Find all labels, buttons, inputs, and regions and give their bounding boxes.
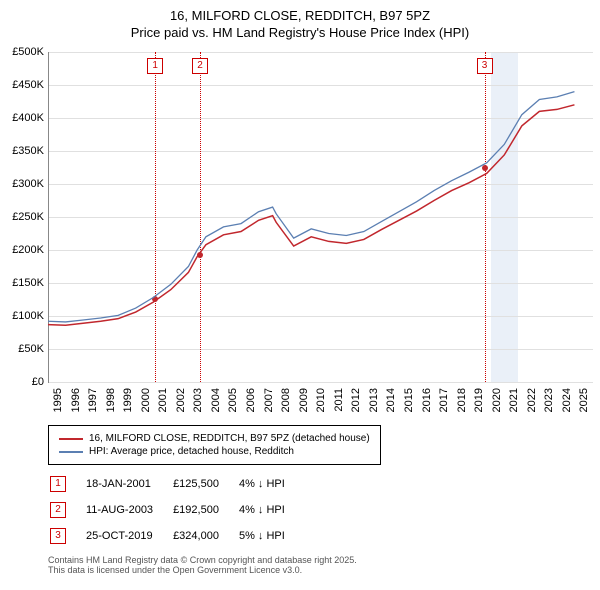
x-tick-label: 2021	[508, 388, 520, 420]
event-row: 3 25-OCT-2019£324,0005% ↓ HPI	[50, 524, 303, 548]
event-number: 2	[50, 502, 66, 518]
attribution-line2: This data is licensed under the Open Gov…	[48, 565, 357, 575]
legend-item: HPI: Average price, detached house, Redd…	[59, 446, 370, 457]
x-tick-label: 2015	[403, 388, 415, 420]
event-delta: 4% ↓ HPI	[239, 498, 303, 522]
x-tick-label: 2004	[210, 388, 222, 420]
x-tick-label: 2012	[350, 388, 362, 420]
legend-label: 16, MILFORD CLOSE, REDDITCH, B97 5PZ (de…	[89, 433, 370, 444]
gridline	[49, 52, 593, 53]
y-tick-label: £0	[4, 376, 44, 388]
y-tick-label: £500K	[4, 46, 44, 58]
x-tick-label: 1997	[87, 388, 99, 420]
legend-item: 16, MILFORD CLOSE, REDDITCH, B97 5PZ (de…	[59, 433, 370, 444]
x-tick-label: 1999	[122, 388, 134, 420]
event-price: £324,000	[173, 524, 237, 548]
x-tick-label: 2011	[333, 388, 345, 420]
gridline	[49, 382, 593, 383]
legend-label: HPI: Average price, detached house, Redd…	[89, 446, 294, 457]
gridline	[49, 250, 593, 251]
event-marker: 1	[147, 58, 163, 74]
x-tick-label: 2019	[473, 388, 485, 420]
x-tick-label: 2005	[227, 388, 239, 420]
x-tick-label: 1998	[105, 388, 117, 420]
x-tick-label: 2010	[315, 388, 327, 420]
legend-swatch	[59, 438, 83, 440]
attribution-line1: Contains HM Land Registry data © Crown c…	[48, 555, 357, 565]
gridline	[49, 118, 593, 119]
x-tick-label: 1995	[52, 388, 64, 420]
x-tick-label: 2014	[385, 388, 397, 420]
chart-title-1: 16, MILFORD CLOSE, REDDITCH, B97 5PZ	[0, 8, 600, 23]
y-tick-label: £300K	[4, 178, 44, 190]
event-line	[200, 52, 201, 382]
x-tick-label: 2024	[561, 388, 573, 420]
events-table: 1 18-JAN-2001£125,5004% ↓ HPI 2 11-AUG-2003…	[48, 470, 305, 550]
x-tick-label: 2016	[421, 388, 433, 420]
event-marker: 2	[192, 58, 208, 74]
x-tick-label: 2022	[526, 388, 538, 420]
x-tick-label: 2025	[578, 388, 590, 420]
x-tick-label: 2023	[543, 388, 555, 420]
event-line	[485, 52, 486, 382]
x-tick-label: 2018	[456, 388, 468, 420]
y-tick-label: £50K	[4, 343, 44, 355]
event-date: 18-JAN-2001	[86, 472, 171, 496]
x-tick-label: 2017	[438, 388, 450, 420]
y-tick-label: £350K	[4, 145, 44, 157]
event-row: 2 11-AUG-2003£192,5004% ↓ HPI	[50, 498, 303, 522]
event-price: £192,500	[173, 498, 237, 522]
y-tick-label: £250K	[4, 211, 44, 223]
y-tick-label: £100K	[4, 310, 44, 322]
x-tick-label: 2020	[491, 388, 503, 420]
event-line	[155, 52, 156, 382]
y-tick-label: £150K	[4, 277, 44, 289]
plot-area: 1 2 3	[48, 52, 593, 383]
event-row: 1 18-JAN-2001£125,5004% ↓ HPI	[50, 472, 303, 496]
chart-title-2: Price paid vs. HM Land Registry's House …	[0, 25, 600, 40]
x-tick-label: 2003	[192, 388, 204, 420]
x-tick-label: 2006	[245, 388, 257, 420]
event-delta: 5% ↓ HPI	[239, 524, 303, 548]
y-tick-label: £450K	[4, 79, 44, 91]
event-dot	[482, 165, 488, 171]
event-date: 11-AUG-2003	[86, 498, 171, 522]
event-price: £125,500	[173, 472, 237, 496]
gridline	[49, 184, 593, 185]
y-tick-label: £400K	[4, 112, 44, 124]
gridline	[49, 85, 593, 86]
x-tick-label: 1996	[70, 388, 82, 420]
legend-swatch	[59, 451, 83, 453]
legend: 16, MILFORD CLOSE, REDDITCH, B97 5PZ (de…	[48, 425, 381, 465]
event-dot	[197, 252, 203, 258]
event-number: 1	[50, 476, 66, 492]
gridline	[49, 217, 593, 218]
gridline	[49, 349, 593, 350]
event-dot	[152, 296, 158, 302]
event-date: 25-OCT-2019	[86, 524, 171, 548]
x-tick-label: 2000	[140, 388, 152, 420]
x-tick-label: 2002	[175, 388, 187, 420]
event-delta: 4% ↓ HPI	[239, 472, 303, 496]
x-tick-label: 2008	[280, 388, 292, 420]
gridline	[49, 316, 593, 317]
y-tick-label: £200K	[4, 244, 44, 256]
x-tick-label: 2013	[368, 388, 380, 420]
x-tick-label: 2007	[263, 388, 275, 420]
x-tick-label: 2009	[298, 388, 310, 420]
attribution: Contains HM Land Registry data © Crown c…	[48, 555, 357, 575]
gridline	[49, 151, 593, 152]
gridline	[49, 283, 593, 284]
event-marker: 3	[477, 58, 493, 74]
x-tick-label: 2001	[157, 388, 169, 420]
event-number: 3	[50, 528, 66, 544]
